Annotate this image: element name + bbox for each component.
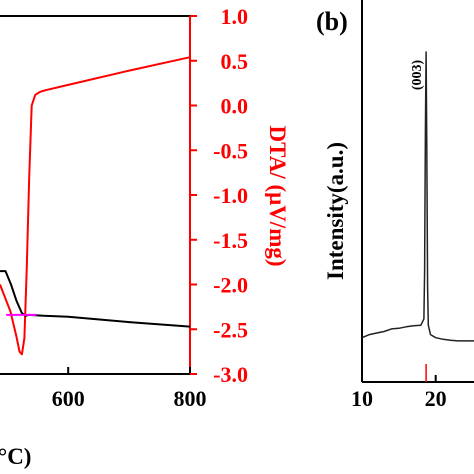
dta-axis-tick-label: -0.5 <box>213 138 248 163</box>
panel-a-x-axis-label: °C) <box>0 444 31 469</box>
xrd-pattern <box>361 51 474 342</box>
dta-curve <box>0 56 191 356</box>
dta-axis-tick-label: -3.0 <box>213 362 248 387</box>
tg-curve <box>0 270 191 328</box>
panel-b-x-tick-label: 10 <box>351 386 373 411</box>
intensity-axis-label: Intensity(a.u.) <box>323 142 348 280</box>
dta-axis-label: DTA/ (μV/mg) <box>265 125 290 266</box>
panel-a-x-tick-label: 800 <box>174 386 207 411</box>
panel-b-xrd: 10 20 (b) Intensity(a.u.) (003) <box>316 0 474 411</box>
dta-axis-tick-label: 0.5 <box>221 49 249 74</box>
panel-b-label: (b) <box>316 7 348 36</box>
dta-axis-tick-label: -2.5 <box>213 317 248 342</box>
panel-b-x-tick-label: 20 <box>425 386 447 411</box>
panel-a-x-tick-label: 600 <box>52 386 85 411</box>
dta-axis-tick-label: 0.0 <box>221 94 249 119</box>
dta-axis-tick-label: -1.5 <box>213 228 248 253</box>
peak-label-003: (003) <box>410 60 425 91</box>
dta-axis-tick-label: 1.0 <box>221 4 249 29</box>
dta-axis-tick-label: -2.0 <box>213 273 248 298</box>
dta-axis-tick-label: -1.0 <box>213 183 248 208</box>
panel-a-tg-dta: 600 800 1.0 0.5 0.0 -0.5 -1.0 -1.5 -2.0 -2.5 -3.0… <box>0 4 290 469</box>
